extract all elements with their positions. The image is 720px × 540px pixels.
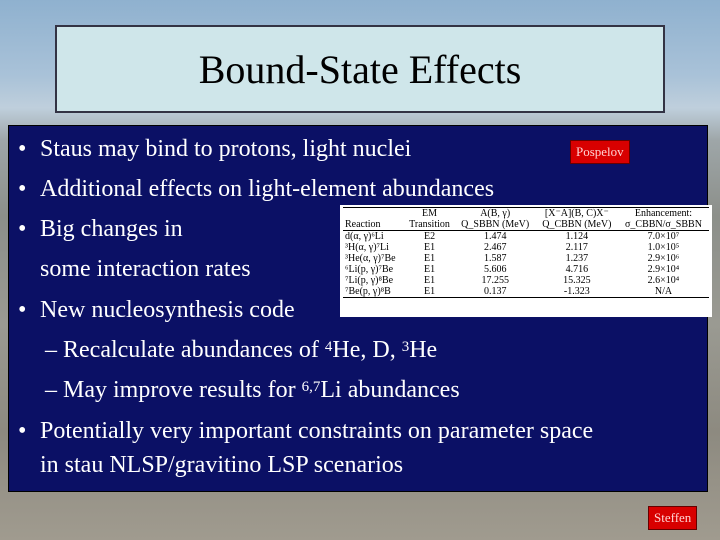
table-cell: 1.0×10⁵ [647, 242, 680, 253]
table-header-cell [343, 207, 405, 219]
table-cell: 1.237 [565, 253, 589, 264]
table-cell: E1 [423, 253, 436, 264]
subbullet-1-prefix: – Recalculate abundances of [45, 337, 325, 363]
pospelov-tag: Pospelov [570, 140, 630, 164]
table-header-cell: Q_CBBN (MeV) [535, 219, 618, 231]
table-header-cell: σ_CBBN/σ_SBBN [617, 219, 709, 231]
table-row: d(α, γ)⁶Li E2 1.474 1.124 7.0×10⁷ [343, 231, 709, 243]
table-header-row: Reaction Transition Q_SBBN (MeV) Q_CBBN … [343, 219, 709, 231]
table-cell: 2.6×10⁴ [647, 275, 680, 286]
table-header-cell: Transition [404, 219, 455, 231]
reaction-table-grid: EM A(B, γ) [X⁻A](B, C)X⁻ Enhancement: Re… [343, 207, 709, 298]
subbullet-2-suffix: Li abundances [320, 377, 460, 403]
subbullet-1: – Recalculate abundances of 4He, D, 3He [45, 337, 437, 363]
table-row: ⁷Li(p, γ)⁸Be E1 17.255 15.325 2.6×10⁴ [343, 275, 709, 286]
table-cell: 17.255 [481, 275, 509, 286]
table-cell: E1 [404, 286, 455, 298]
bullet-4: • New nucleosynthesis code [18, 297, 295, 323]
superscript: 3 [401, 339, 410, 355]
table-cell: E1 [423, 264, 436, 275]
table-header-cell: [X⁻A](B, C)X⁻ [535, 207, 618, 219]
bullet-glyph: • [18, 136, 27, 162]
table-cell: 2.467 [483, 242, 507, 253]
bullet-3-text: Big changes in [40, 216, 183, 242]
table-cell: ³H(α, γ)⁷Li [345, 242, 389, 253]
table-header-cell: Q_SBBN (MeV) [454, 219, 536, 231]
table-cell: 2.117 [565, 242, 588, 253]
title-box: Bound-State Effects [55, 25, 665, 113]
table-cell: E1 [423, 242, 436, 253]
table-row: ³H(α, γ)⁷Li E1 2.467 2.117 1.0×10⁵ [343, 242, 709, 253]
bullet-5: • Potentially very important constraints… [18, 418, 594, 444]
reaction-table: EM A(B, γ) [X⁻A](B, C)X⁻ Enhancement: Re… [340, 205, 712, 317]
bullet-glyph: • [18, 216, 27, 242]
table-row: ⁶Li(p, γ)⁷Be E1 5.606 4.716 2.9×10⁴ [343, 264, 709, 275]
bullet-1-text: Staus may bind to protons, light nuclei [40, 136, 412, 162]
table-cell: ⁷Be(p, γ)⁸B [343, 286, 405, 298]
table-cell: E2 [423, 231, 436, 242]
table-cell: -1.323 [535, 286, 618, 298]
table-cell: 1.587 [483, 253, 507, 264]
table-header-row: EM A(B, γ) [X⁻A](B, C)X⁻ Enhancement: [343, 207, 709, 219]
superscript: 4 [324, 339, 333, 355]
table-row: ⁷Be(p, γ)⁸B E1 0.137 -1.323 N/A [343, 286, 709, 298]
table-cell: ⁶Li(p, γ)⁷Be [345, 264, 394, 275]
subbullet-1-mid: He, D, [332, 337, 402, 363]
table-cell: 7.0×10⁷ [647, 231, 680, 242]
table-header-cell: A(B, γ) [454, 207, 536, 219]
bullet-glyph: • [18, 297, 27, 323]
bullet-3-continued: some interaction rates [40, 256, 251, 282]
table-cell: 1.474 [483, 231, 507, 242]
subbullet-1-end: He [409, 337, 438, 363]
table-cell: 4.716 [565, 264, 589, 275]
table-cell: 0.137 [454, 286, 536, 298]
bullet-3: • Big changes in [18, 216, 183, 242]
superscript: 6,7 [301, 379, 321, 395]
slide-title: Bound-State Effects [198, 46, 522, 92]
steffen-tag: Steffen [648, 506, 698, 530]
table-header-cell: Reaction [343, 219, 405, 231]
bullet-3-text-cont: some interaction rates [40, 256, 251, 282]
table-cell: 2.9×10⁴ [647, 264, 680, 275]
table-body: d(α, γ)⁶Li E2 1.474 1.124 7.0×10⁷ ³H(α, γ)⁷Li… [343, 231, 709, 298]
bullet-1: • Staus may bind to protons, light nucle… [18, 136, 412, 162]
bullet-glyph: • [18, 418, 27, 444]
table-cell: ⁷Li(p, γ)⁸Be [345, 275, 394, 286]
bullet-5-text-cont: in stau NLSP/gravitino LSP scenarios [40, 452, 404, 478]
table-row: ³He(α, γ)⁷Be E1 1.587 1.237 2.9×10⁶ [343, 253, 709, 264]
table-cell: 15.325 [563, 275, 591, 286]
subbullet-2: – May improve results for 6,7Li abundanc… [45, 377, 460, 403]
bullet-2: • Additional effects on light-element ab… [18, 176, 495, 202]
bullet-5-continued: in stau NLSP/gravitino LSP scenarios [40, 452, 403, 478]
table-cell: 2.9×10⁶ [647, 253, 680, 264]
table-cell: N/A [617, 286, 709, 298]
bullet-5-text: Potentially very important constraints o… [40, 418, 594, 444]
table-header-cell: EM [404, 207, 455, 219]
table-cell: 1.124 [565, 231, 589, 242]
table-cell: ³He(α, γ)⁷Be [345, 253, 396, 264]
table-cell: 5.606 [483, 264, 507, 275]
bullet-glyph: • [18, 176, 27, 202]
bullet-4-text: New nucleosynthesis code [40, 297, 295, 323]
bullet-2-text: Additional effects on light-element abun… [40, 176, 495, 202]
subbullet-2-prefix: – May improve results for [45, 377, 302, 403]
table-cell: d(α, γ)⁶Li [345, 231, 384, 242]
table-header-cell: Enhancement: [617, 207, 709, 219]
table-cell: E1 [423, 275, 436, 286]
